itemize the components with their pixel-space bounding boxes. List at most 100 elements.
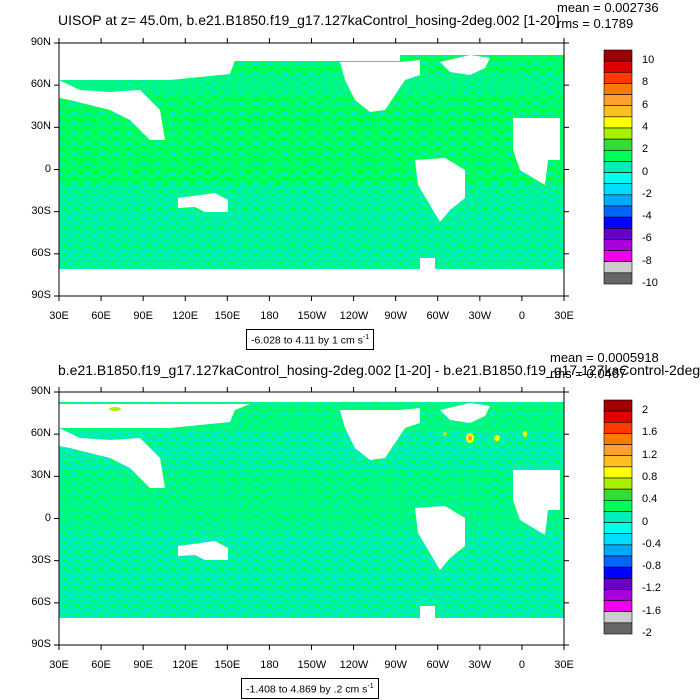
panel1-range-exponent: -1 xyxy=(362,334,370,341)
panel1-range-box: -6.028 to 4.11 by 1 cm s-1 xyxy=(246,329,375,350)
colorbar-swatch xyxy=(603,555,633,568)
colorbar-label: -0.8 xyxy=(642,560,661,573)
lon-label: 180 xyxy=(260,659,279,671)
panel1-title: UISOP at z= 45.0m, b.e21.B1850.f19_g17.1… xyxy=(58,12,560,28)
panel1-rms: rms = 0.1789 xyxy=(557,16,634,31)
colorbar-label: 2 xyxy=(642,143,649,156)
lon-label: 30W xyxy=(468,310,492,322)
colorbar-swatch xyxy=(603,499,633,512)
lon-label: 90W xyxy=(384,659,407,671)
lon-label: 150E xyxy=(214,659,241,671)
colorbar-swatch xyxy=(603,60,633,73)
colorbar-swatch xyxy=(603,49,633,62)
colorbar-swatch xyxy=(603,600,633,613)
colorbar-label: -2 xyxy=(642,627,652,639)
colorbar-swatch xyxy=(603,205,633,218)
lon-label: 120E xyxy=(172,659,199,671)
colorbar-swatch xyxy=(603,161,633,173)
panel2-map xyxy=(58,391,565,646)
colorbar-swatch xyxy=(603,149,633,162)
colorbar-swatch xyxy=(603,622,633,635)
colorbar-swatch xyxy=(603,444,633,457)
colorbar-label: -0.4 xyxy=(642,537,661,550)
colorbar-swatch xyxy=(603,94,633,107)
colorbar-label: -10 xyxy=(642,277,658,289)
colorbar-label: 6 xyxy=(642,98,649,111)
colorbar-swatch xyxy=(603,216,633,229)
colorbar-swatch xyxy=(603,511,633,523)
lon-label: 120W xyxy=(339,310,369,322)
colorbar-swatch xyxy=(603,566,633,579)
colorbar-label: -1.2 xyxy=(642,582,661,595)
lat-label: 60N xyxy=(30,78,51,91)
colorbar-swatch xyxy=(603,544,633,557)
colorbar-swatch xyxy=(603,116,633,129)
lon-label: 30W xyxy=(468,659,492,671)
axis-ticks xyxy=(54,38,569,650)
lon-label: 30E xyxy=(554,659,574,671)
panel2-range-text: -1.408 to 4.869 by .2 cm s xyxy=(246,683,368,696)
lon-label: 90E xyxy=(133,310,153,322)
colorbar-swatch xyxy=(603,227,633,240)
panel1-mean: mean = 0.002736 xyxy=(557,0,659,15)
lon-label: 60W xyxy=(426,310,450,322)
colorbar-swatch xyxy=(603,421,633,434)
lat-label: 0 xyxy=(44,511,51,524)
lon-label: 0 xyxy=(518,659,525,671)
panel2-mean: mean = 0.0005918 xyxy=(550,350,659,365)
colorbar-swatch xyxy=(603,239,633,251)
lon-label: 120E xyxy=(172,310,199,322)
panel2-rms: rms = 0.0467 xyxy=(550,366,627,381)
colorbar-swatch xyxy=(603,455,633,468)
lat-label: 30N xyxy=(30,469,51,482)
panel2-title: b.e21.B1850.f19_g17.127kaControl_hosing-… xyxy=(58,362,700,378)
colorbar-swatch xyxy=(603,533,633,546)
lon-label: 180 xyxy=(260,310,279,322)
lat-label: 90N xyxy=(30,36,51,48)
colorbar-label: 4 xyxy=(642,121,649,133)
panel2-colorbar xyxy=(603,399,633,635)
lat-label: 0 xyxy=(44,162,51,175)
colorbar-swatch xyxy=(603,194,633,207)
lat-label: 90N xyxy=(30,385,51,397)
lon-label: 90W xyxy=(384,310,407,322)
lon-label: 150W xyxy=(297,659,327,671)
colorbar-swatch xyxy=(603,589,633,601)
panel1-range-text: -6.028 to 4.11 by 1 cm s xyxy=(251,334,363,347)
colorbar-label: 0.8 xyxy=(642,471,658,483)
colorbar-swatch xyxy=(603,105,633,118)
colorbar-label: 0.4 xyxy=(642,493,658,506)
lon-label: 30E xyxy=(554,310,574,322)
panel1-map xyxy=(58,42,565,297)
colorbar-label: 1.2 xyxy=(642,448,658,461)
colorbar-swatch xyxy=(603,183,633,196)
colorbar-label: -8 xyxy=(642,254,652,267)
lon-label: 90E xyxy=(133,659,153,671)
colorbar-label: 0 xyxy=(642,515,649,528)
lat-label: 90S xyxy=(31,638,51,650)
colorbar-label: 8 xyxy=(642,76,649,89)
colorbar-swatch xyxy=(603,577,633,590)
lat-label: 30S xyxy=(31,204,51,217)
colorbar-swatch xyxy=(603,71,633,84)
colorbar-swatch xyxy=(603,522,633,535)
lat-label: 30S xyxy=(31,553,51,566)
colorbar-swatch xyxy=(603,272,633,285)
colorbar-swatch xyxy=(603,611,633,624)
colorbar-swatch xyxy=(603,83,633,95)
colorbar-swatch xyxy=(603,399,633,412)
lon-label: 150E xyxy=(214,310,241,322)
colorbar-swatch xyxy=(603,477,633,490)
lon-label: 60W xyxy=(426,659,450,671)
panel2-range-exponent: -1 xyxy=(367,683,374,690)
colorbar-label: 10 xyxy=(642,54,655,67)
colorbar-swatch xyxy=(603,466,633,479)
colorbar-swatch xyxy=(603,261,633,274)
colorbar-swatch xyxy=(603,410,633,423)
colorbar-label: -2 xyxy=(642,187,652,200)
lon-label: 60E xyxy=(91,310,111,322)
lon-label: 120W xyxy=(339,659,369,671)
lon-label: 150W xyxy=(297,310,327,322)
colorbar-label: 2 xyxy=(642,404,649,417)
